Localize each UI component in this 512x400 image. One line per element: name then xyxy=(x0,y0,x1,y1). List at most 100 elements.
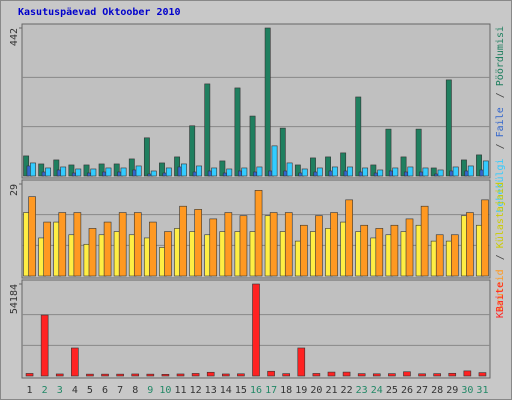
bar xyxy=(28,196,36,277)
bar xyxy=(481,199,489,277)
bar xyxy=(165,167,172,177)
bar xyxy=(256,166,263,177)
bar xyxy=(146,373,155,377)
legend-entry: KBaite xyxy=(495,282,506,318)
bar xyxy=(211,167,218,177)
bar xyxy=(372,373,381,377)
bar xyxy=(45,167,51,177)
legend-separator: / xyxy=(495,137,506,155)
bar xyxy=(271,145,278,177)
bar xyxy=(159,162,165,177)
bar xyxy=(300,224,308,277)
bar xyxy=(327,371,336,377)
x-tick-label: 23 xyxy=(356,385,368,396)
panel xyxy=(21,23,491,179)
bar xyxy=(279,127,286,177)
bar xyxy=(388,373,396,377)
bar xyxy=(196,165,202,177)
bar xyxy=(284,212,293,277)
bar xyxy=(53,159,60,177)
x-tick-label: 25 xyxy=(386,385,398,396)
bar xyxy=(252,283,260,377)
bar xyxy=(176,373,185,377)
bar xyxy=(241,167,248,177)
bar xyxy=(58,212,67,277)
bar xyxy=(43,221,51,277)
x-tick-label: 21 xyxy=(325,385,337,396)
bar xyxy=(342,371,351,377)
bar xyxy=(239,215,248,277)
bar xyxy=(131,373,140,377)
bar xyxy=(467,165,474,177)
bar xyxy=(40,314,49,377)
x-tick-label: 3 xyxy=(57,385,63,396)
bar xyxy=(420,205,429,277)
bar xyxy=(418,373,426,377)
legend-entry: Külastajaid xyxy=(495,182,506,248)
bar xyxy=(345,199,353,277)
bar xyxy=(482,160,489,177)
bar xyxy=(206,371,215,377)
bar xyxy=(264,27,271,177)
bar xyxy=(330,212,338,277)
x-tick-label: 30 xyxy=(461,385,473,396)
bar xyxy=(375,228,384,277)
bar xyxy=(422,167,429,177)
bar xyxy=(237,373,245,377)
bar xyxy=(219,160,226,177)
bar xyxy=(407,166,414,177)
bar xyxy=(451,234,459,277)
bar xyxy=(269,212,278,277)
bar xyxy=(60,166,67,177)
legend-entry: Aruteid xyxy=(495,269,506,311)
bar xyxy=(103,221,112,277)
bar xyxy=(405,218,414,277)
bar xyxy=(310,157,316,177)
bar xyxy=(118,212,127,277)
x-tick-label: 27 xyxy=(416,385,428,396)
bar xyxy=(463,370,472,377)
bar xyxy=(101,373,109,377)
bar xyxy=(362,167,369,177)
bar xyxy=(71,347,79,377)
x-tick-label: 8 xyxy=(132,385,138,396)
x-tick-label: 13 xyxy=(205,385,217,396)
bar xyxy=(181,163,187,177)
x-tick-label: 6 xyxy=(102,385,108,396)
legend: Aruteid / Külastajaid xyxy=(495,182,506,311)
bar xyxy=(149,221,157,277)
legend: KBaite xyxy=(495,282,506,318)
x-tick-label: 5 xyxy=(87,385,93,396)
bar xyxy=(204,83,211,177)
bar xyxy=(98,163,105,177)
bar xyxy=(55,373,64,377)
x-tick-label: 10 xyxy=(159,385,171,396)
x-tick-label: 16 xyxy=(250,385,262,396)
bar xyxy=(403,371,411,377)
bar xyxy=(390,224,399,277)
bar xyxy=(194,209,202,277)
bar xyxy=(105,167,112,177)
x-tick-label: 19 xyxy=(295,385,307,396)
chart-title: Kasutuspäevad Oktoober 2010 xyxy=(18,7,181,18)
x-tick-label: 24 xyxy=(371,385,383,396)
bar xyxy=(286,162,293,177)
y-tick-label: 442 xyxy=(9,28,20,46)
bar xyxy=(347,166,353,177)
bar xyxy=(128,158,135,177)
bar xyxy=(38,163,45,177)
bar xyxy=(25,373,34,377)
bar xyxy=(355,96,362,177)
bar xyxy=(150,170,157,177)
bar xyxy=(161,374,170,377)
bar xyxy=(88,228,97,277)
y-tick-label: 54184 xyxy=(9,284,20,314)
x-tick-label: 14 xyxy=(220,385,232,396)
bar xyxy=(476,154,482,177)
bar xyxy=(209,218,218,277)
bar xyxy=(315,215,323,277)
bar xyxy=(392,167,399,177)
x-tick-label: 18 xyxy=(280,385,292,396)
bar xyxy=(249,115,256,177)
